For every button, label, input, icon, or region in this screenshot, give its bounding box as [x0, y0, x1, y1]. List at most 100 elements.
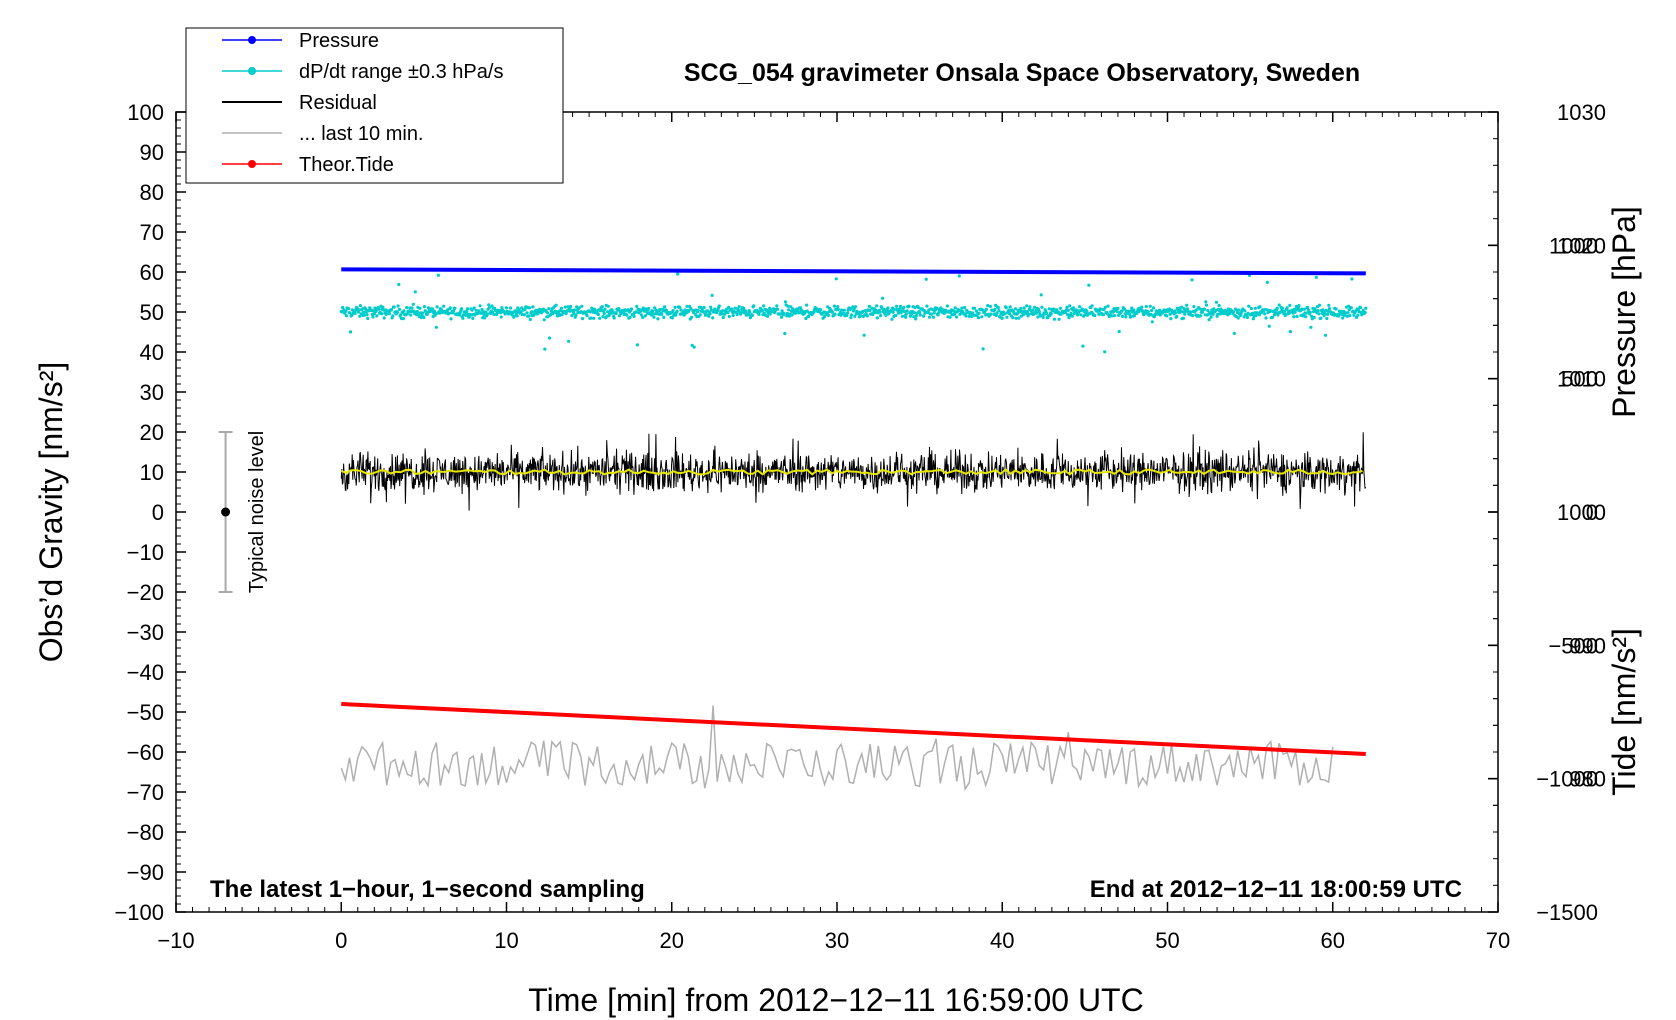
- dpdt-point: [702, 305, 706, 310]
- dpdt-point: [790, 313, 794, 317]
- dpdt-point: [643, 314, 647, 318]
- dpdt-point: [435, 305, 439, 309]
- dpdt-point: [708, 312, 712, 316]
- dpdt-point: [528, 317, 532, 322]
- x-tick-label: 30: [825, 928, 849, 953]
- dpdt-point: [782, 312, 786, 316]
- x-tick-label: 50: [1155, 928, 1179, 953]
- dpdt-point: [1258, 305, 1262, 309]
- dpdt-point: [1103, 350, 1107, 354]
- dpdt-point: [452, 309, 456, 313]
- dpdt-point: [346, 307, 351, 311]
- dpdt-point: [344, 309, 348, 313]
- dpdt-point: [461, 316, 465, 320]
- dpdt-point: [1022, 306, 1026, 310]
- dpdt-point: [1295, 314, 1299, 318]
- dpdt-point: [859, 314, 863, 318]
- dpdt-point: [1044, 311, 1049, 315]
- dpdt-point: [890, 317, 894, 321]
- dpdt-point: [600, 305, 604, 309]
- dpdt-point: [846, 311, 850, 315]
- dpdt-point: [577, 306, 581, 310]
- dpdt-point: [1245, 315, 1250, 320]
- dpdt-point: [1057, 317, 1061, 321]
- dpdt-point: [1302, 307, 1306, 311]
- pressure-tick-label: 1010: [1557, 367, 1606, 392]
- legend-label: Residual: [299, 92, 377, 114]
- dpdt-point: [891, 310, 895, 314]
- dpdt-point: [365, 313, 369, 317]
- dpdt-point: [900, 314, 905, 318]
- dpdt-point: [733, 306, 737, 310]
- dpdt-point: [785, 311, 790, 316]
- y-tick-label-left: 70: [140, 220, 164, 245]
- dpdt-point: [1143, 311, 1147, 315]
- dpdt-point: [1308, 310, 1312, 314]
- dpdt-point: [902, 309, 907, 314]
- dpdt-point: [939, 306, 943, 310]
- dpdt-point: [410, 306, 414, 310]
- dpdt-point: [580, 304, 584, 308]
- dpdt-point: [935, 306, 939, 310]
- dpdt-point: [547, 336, 552, 340]
- dpdt-point: [842, 308, 846, 312]
- dpdt-point: [1364, 306, 1368, 310]
- dpdt-point: [411, 302, 415, 306]
- dpdt-point: [465, 309, 469, 314]
- dpdt-point: [900, 309, 904, 313]
- dpdt-point: [1098, 307, 1102, 311]
- dpdt-point: [783, 331, 787, 336]
- dpdt-point: [1068, 304, 1072, 308]
- dpdt-point: [1253, 306, 1257, 310]
- dpdt-point: [707, 314, 711, 318]
- dpdt-point: [924, 277, 928, 281]
- dpdt-point: [1200, 310, 1205, 314]
- dpdt-point: [1316, 309, 1320, 313]
- dpdt-point: [1293, 310, 1297, 314]
- dpdt-point: [1204, 300, 1208, 304]
- dpdt-point: [967, 314, 971, 318]
- dpdt-point: [344, 314, 349, 318]
- dpdt-point: [580, 317, 585, 321]
- dpdt-point: [422, 315, 426, 320]
- dpdt-point: [993, 307, 997, 311]
- dpdt-point: [592, 316, 596, 320]
- dpdt-point: [698, 313, 702, 317]
- y-axis-title-tide: Tide [nm/s²]: [1606, 628, 1642, 796]
- dpdt-point: [692, 345, 696, 349]
- dpdt-point: [1011, 316, 1015, 320]
- dpdt-point: [885, 310, 889, 314]
- dpdt-point: [1066, 308, 1070, 312]
- x-tick-label: 40: [990, 928, 1014, 953]
- dpdt-point: [415, 309, 419, 314]
- dpdt-point: [1269, 309, 1273, 313]
- y-tick-label-left: 30: [140, 380, 164, 405]
- dpdt-point: [614, 311, 618, 315]
- x-tick-label: 0: [335, 928, 347, 953]
- dpdt-point: [908, 314, 913, 318]
- dpdt-point: [762, 304, 766, 308]
- dpdt-point: [1078, 305, 1082, 309]
- y-axis-title-left: Obs’d Gravity [nm/s²]: [33, 362, 69, 663]
- dpdt-point: [348, 311, 352, 315]
- y-tick-label-left: 100: [127, 100, 164, 125]
- dpdt-point: [1348, 314, 1352, 318]
- dpdt-point: [1202, 307, 1207, 311]
- dpdt-point: [1285, 306, 1289, 310]
- dpdt-point: [1288, 330, 1292, 334]
- dpdt-point: [603, 307, 607, 311]
- dpdt-point: [1292, 315, 1296, 319]
- dpdt-point: [1271, 315, 1275, 319]
- dpdt-point: [1101, 313, 1105, 317]
- dpdt-point: [1031, 308, 1035, 312]
- y-tick-label-left: 90: [140, 140, 164, 165]
- dpdt-point: [528, 306, 532, 310]
- dpdt-point: [1019, 306, 1023, 310]
- dpdt-point: [1175, 314, 1179, 318]
- dpdt-point: [629, 307, 634, 311]
- dpdt-point: [543, 347, 547, 351]
- dpdt-point: [1052, 317, 1057, 321]
- dpdt-point: [689, 307, 693, 311]
- dpdt-point: [805, 303, 809, 307]
